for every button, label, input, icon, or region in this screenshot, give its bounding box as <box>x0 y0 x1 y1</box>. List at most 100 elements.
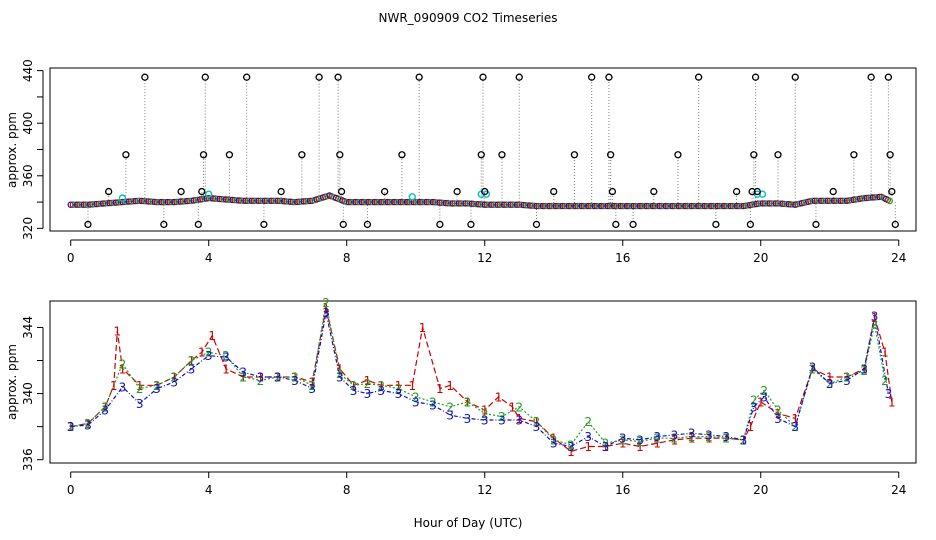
top-baseline-point <box>470 200 478 208</box>
top-baseline-point <box>95 200 102 208</box>
top-outlier-point <box>260 220 268 229</box>
top-baseline-point <box>218 195 225 203</box>
series-2-label: 2 <box>774 404 782 418</box>
series-2-label: 2 <box>101 400 109 414</box>
top-outlier-point <box>753 187 761 196</box>
top-x-tick-label: 20 <box>753 251 768 265</box>
top-baseline-point <box>427 198 435 206</box>
top-baseline-point <box>619 202 626 210</box>
series-1-label: 1 <box>740 433 748 447</box>
series-2-label: 2 <box>809 362 817 376</box>
bottom-x-tick-label: 20 <box>753 483 768 497</box>
top-baseline-point <box>399 198 406 206</box>
top-baseline-point <box>397 198 404 206</box>
series-1-label: 1 <box>170 371 178 385</box>
top-baseline-point <box>539 202 547 210</box>
series-2-label: 2 <box>136 382 144 396</box>
series-3-label: 3 <box>791 420 799 434</box>
top-outlier-point <box>532 220 541 229</box>
top-baseline-point <box>830 197 838 204</box>
bottom-y-tick-label: 340 <box>21 382 35 405</box>
top-baseline-point <box>248 197 256 204</box>
top-outlier-point <box>467 220 475 229</box>
top-baseline-point <box>576 202 583 210</box>
top-baseline-point <box>352 198 359 206</box>
top-baseline-point <box>546 202 553 210</box>
series-1-label: 1 <box>464 395 472 409</box>
top-y-tick-label: 360 <box>21 164 35 187</box>
series-2-label: 2 <box>429 395 437 409</box>
top-baseline-point <box>485 201 493 208</box>
top-baseline-point <box>541 202 549 210</box>
top-baseline-point <box>574 202 581 210</box>
series-3-label: 3 <box>533 420 541 434</box>
top-baseline-point <box>716 202 723 210</box>
top-x-tick-label: 12 <box>477 251 492 265</box>
series-1-label: 1 <box>239 371 247 385</box>
series-2-label: 2 <box>791 420 799 434</box>
series-3-label: 3 <box>671 428 679 442</box>
top-baseline-point <box>227 196 234 203</box>
top-baseline-point <box>244 197 251 204</box>
top-baseline-point <box>735 202 743 210</box>
top-baseline-point <box>78 201 85 208</box>
top-baseline-point <box>723 202 730 210</box>
top-outlier-point <box>334 73 342 81</box>
series-3-label: 3 <box>101 404 109 418</box>
top-baseline-point <box>384 198 391 206</box>
top-x-tick-label: 16 <box>615 251 630 265</box>
top-baseline-point <box>822 197 829 204</box>
top-baseline-point <box>544 202 551 210</box>
top-baseline-point <box>451 200 458 207</box>
top-baseline-point <box>69 201 77 208</box>
top-baseline-point <box>280 198 288 205</box>
series-1-label: 1 <box>722 432 730 446</box>
top-plot-frame <box>49 67 917 232</box>
series-1-label: 1 <box>584 440 592 454</box>
series-3-label: 3 <box>774 412 782 426</box>
series-1-label: 1 <box>257 371 265 385</box>
x-axis-label: Hour of Day (UTC) <box>414 516 523 530</box>
top-baseline-point <box>783 200 790 208</box>
top-outlier-point <box>888 187 896 196</box>
series-2-label: 2 <box>750 394 758 408</box>
top-baseline-point <box>781 200 788 208</box>
top-outlier-point <box>850 151 858 159</box>
top-outlier-point <box>812 220 820 229</box>
series-2-label: 2 <box>653 432 661 446</box>
top-baseline-point <box>787 201 795 208</box>
series-3-label: 3 <box>722 430 730 444</box>
series-3-label: 3 <box>885 387 893 401</box>
top-baseline-point <box>298 198 305 205</box>
top-baseline-point <box>418 198 426 206</box>
top-baseline-point <box>679 202 687 210</box>
top-baseline-point <box>677 202 685 210</box>
series-1-label: 1 <box>322 301 330 315</box>
top-outlier-point <box>891 220 899 229</box>
top-baseline-point <box>393 198 400 206</box>
series-1-label: 1 <box>688 432 696 446</box>
top-baseline-point <box>110 199 118 206</box>
top-baseline-point <box>595 202 603 210</box>
top-outlier-point <box>201 73 209 81</box>
series-3-label: 3 <box>464 412 472 426</box>
series-1-label: 1 <box>515 412 523 426</box>
top-baseline-point <box>153 198 161 206</box>
top-baseline-point <box>688 202 695 210</box>
series-3-label: 3 <box>257 371 265 385</box>
series-3-label: 3 <box>481 414 489 428</box>
top-baseline-point <box>440 199 447 207</box>
top-baseline-point <box>638 202 646 210</box>
top-baseline-point <box>682 202 689 210</box>
top-baseline-point <box>382 198 389 206</box>
top-baseline-point <box>224 196 232 203</box>
series-3-label: 3 <box>412 395 420 409</box>
series-3-label: 3 <box>860 362 868 376</box>
series-3-label: 3 <box>619 432 627 446</box>
series-1-label: 1 <box>222 362 230 376</box>
series-3-label: 3 <box>84 418 92 432</box>
series-1-label: 1 <box>533 415 541 429</box>
top-outlier-point <box>588 73 596 81</box>
series-2-label: 2 <box>395 382 403 396</box>
top-baseline-point <box>293 198 301 206</box>
